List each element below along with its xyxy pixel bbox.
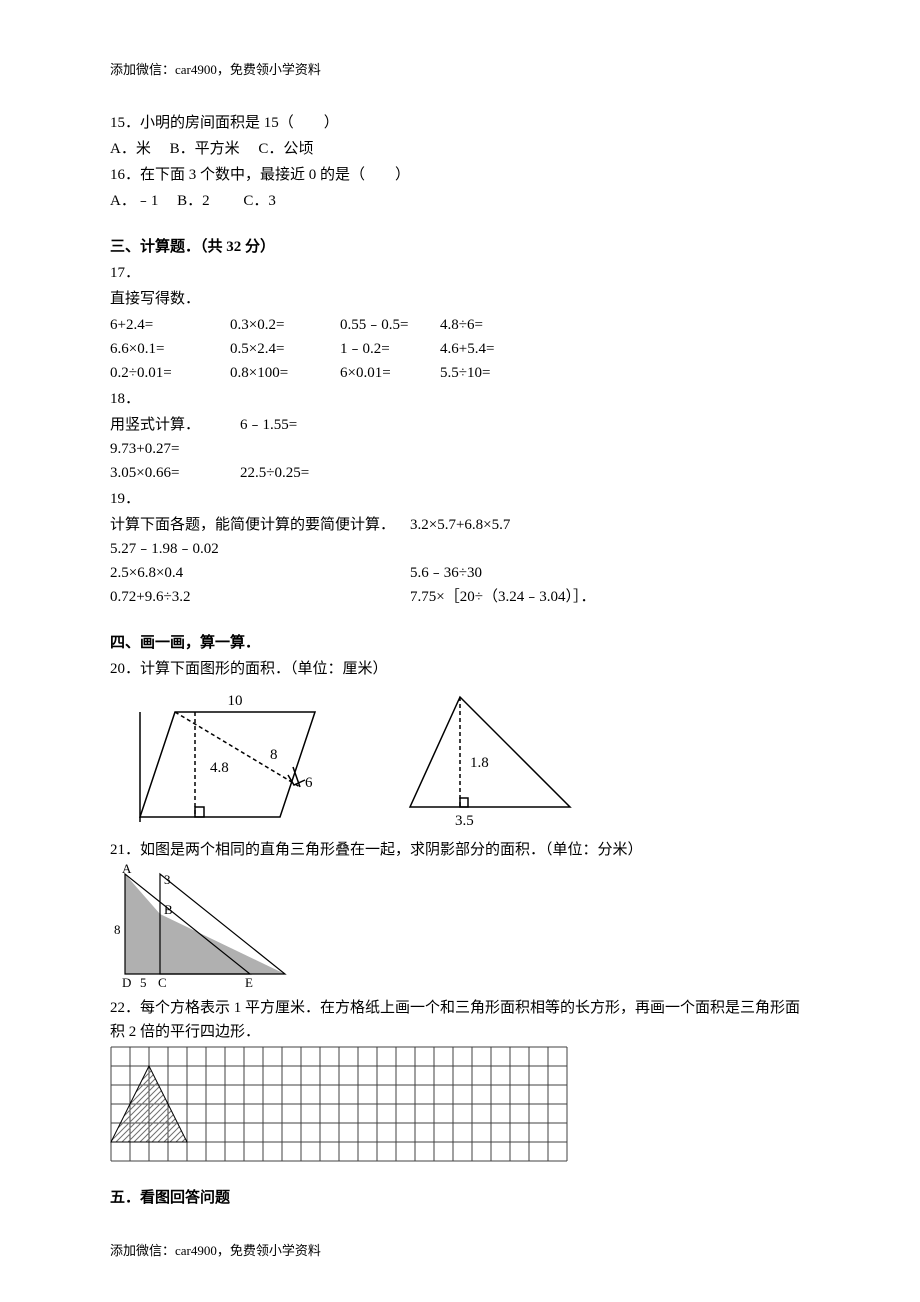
fig20-row: 10 4.8 8 6 1.8 3.5 (110, 687, 810, 832)
q20-stem: 20．计算下面图形的面积．（单位：厘米） (110, 657, 810, 681)
q18-c: 6﹣1.55= (240, 413, 380, 437)
svg-text:3.5: 3.5 (455, 813, 474, 829)
q17-c: 0.5×2.4= (230, 337, 340, 361)
q17-c: 6.6×0.1= (110, 337, 230, 361)
q18-c: 3.05×0.66= (110, 461, 240, 485)
q17-c: 0.3×0.2= (230, 313, 340, 337)
svg-text:C: C (158, 975, 167, 990)
q17-head: 直接写得数． (110, 287, 810, 311)
svg-text:5: 5 (140, 975, 147, 990)
q21-stem: 21．如图是两个相同的直角三角形叠在一起，求阴影部分的面积．（单位：分米） (110, 838, 810, 862)
q19-c: 2.5×6.8×0.4 (110, 561, 410, 585)
svg-text:8: 8 (114, 922, 121, 937)
q18-c: 9.73+0.27= (110, 437, 240, 461)
q17-c: 4.6+5.4= (440, 337, 530, 361)
svg-text:8: 8 (270, 747, 278, 763)
svg-text:A: A (122, 864, 132, 876)
svg-text:B: B (164, 902, 173, 917)
q19-c: 5.6﹣36÷30 (410, 561, 670, 585)
q17-c: 0.2÷0.01= (110, 361, 230, 385)
q15-options: A．米 B．平方米 C．公顷 (110, 137, 810, 161)
q18-c: 22.5÷0.25= (240, 461, 380, 485)
header-note: 添加微信：car4900，免费领小学资料 (110, 60, 810, 81)
q16-stem: 16．在下面 3 个数中，最接近 0 的是（ ） (110, 163, 810, 187)
fig21: A B D C E 3 8 5 (110, 864, 310, 994)
q18-num: 18． (110, 387, 810, 411)
svg-text:E: E (245, 975, 253, 990)
q22-stem: 22．每个方格表示 1 平方厘米．在方格纸上画一个和三角形面积相等的长方形，再画… (110, 996, 810, 1044)
section5-title: 五．看图回答问题 (110, 1186, 810, 1210)
svg-text:10: 10 (228, 693, 243, 709)
q17-c: 4.8÷6= (440, 313, 530, 337)
svg-text:D: D (122, 975, 131, 990)
q17-c: 0.8×100= (230, 361, 340, 385)
q19-c: 0.72+9.6÷3.2 (110, 585, 410, 609)
q18-head: 用竖式计算． (110, 413, 240, 437)
q19-c: 7.75×［20÷（3.24﹣3.04）］． (410, 585, 670, 609)
fig20a: 10 4.8 8 6 (110, 687, 350, 832)
q16-C: C．3 (243, 193, 276, 209)
q19-c: 5.27﹣1.98﹣0.02 (110, 537, 410, 561)
q15-C: C．公顷 (258, 141, 313, 157)
q15-B: B．平方米 (170, 141, 240, 157)
section4-title: 四、画一画，算一算． (110, 631, 810, 655)
q16-B: B．2 (177, 193, 210, 209)
section3-title: 三、计算题．（共 32 分） (110, 235, 810, 259)
q17-c: 5.5÷10= (440, 361, 530, 385)
q16-A: A．﹣1 (110, 193, 158, 209)
q19-c: 3.2×5.7+6.8×5.7 (410, 513, 670, 537)
q17-grid: 6+2.4= 0.3×0.2= 0.55﹣0.5= 4.8÷6= 6.6×0.1… (110, 313, 810, 385)
svg-text:4.8: 4.8 (210, 760, 229, 776)
fig20b: 1.8 3.5 (400, 687, 580, 832)
svg-text:1.8: 1.8 (470, 755, 489, 771)
q17-c: 6+2.4= (110, 313, 230, 337)
q17-c: 6×0.01= (340, 361, 440, 385)
q17-c: 0.55﹣0.5= (340, 313, 440, 337)
q19-grid: 计算下面各题，能简便计算的要简便计算． 3.2×5.7+6.8×5.7 5.27… (110, 513, 810, 609)
q17-num: 17． (110, 261, 810, 285)
q15-stem: 15．小明的房间面积是 15（ ） (110, 111, 810, 135)
q17-c: 1﹣0.2= (340, 337, 440, 361)
svg-text:6: 6 (305, 775, 313, 791)
q18-grid: 用竖式计算． 6﹣1.55= 9.73+0.27= 3.05×0.66= 22.… (110, 413, 810, 485)
q16-options: A．﹣1 B．2 C．3 (110, 189, 810, 213)
q19-head: 计算下面各题，能简便计算的要简便计算． (110, 513, 410, 537)
q19-num: 19． (110, 487, 810, 511)
svg-text:3: 3 (164, 872, 171, 887)
footer-note: 添加微信：car4900，免费领小学资料 (110, 1241, 321, 1262)
q15-A: A．米 (110, 141, 151, 157)
fig22 (110, 1046, 810, 1162)
